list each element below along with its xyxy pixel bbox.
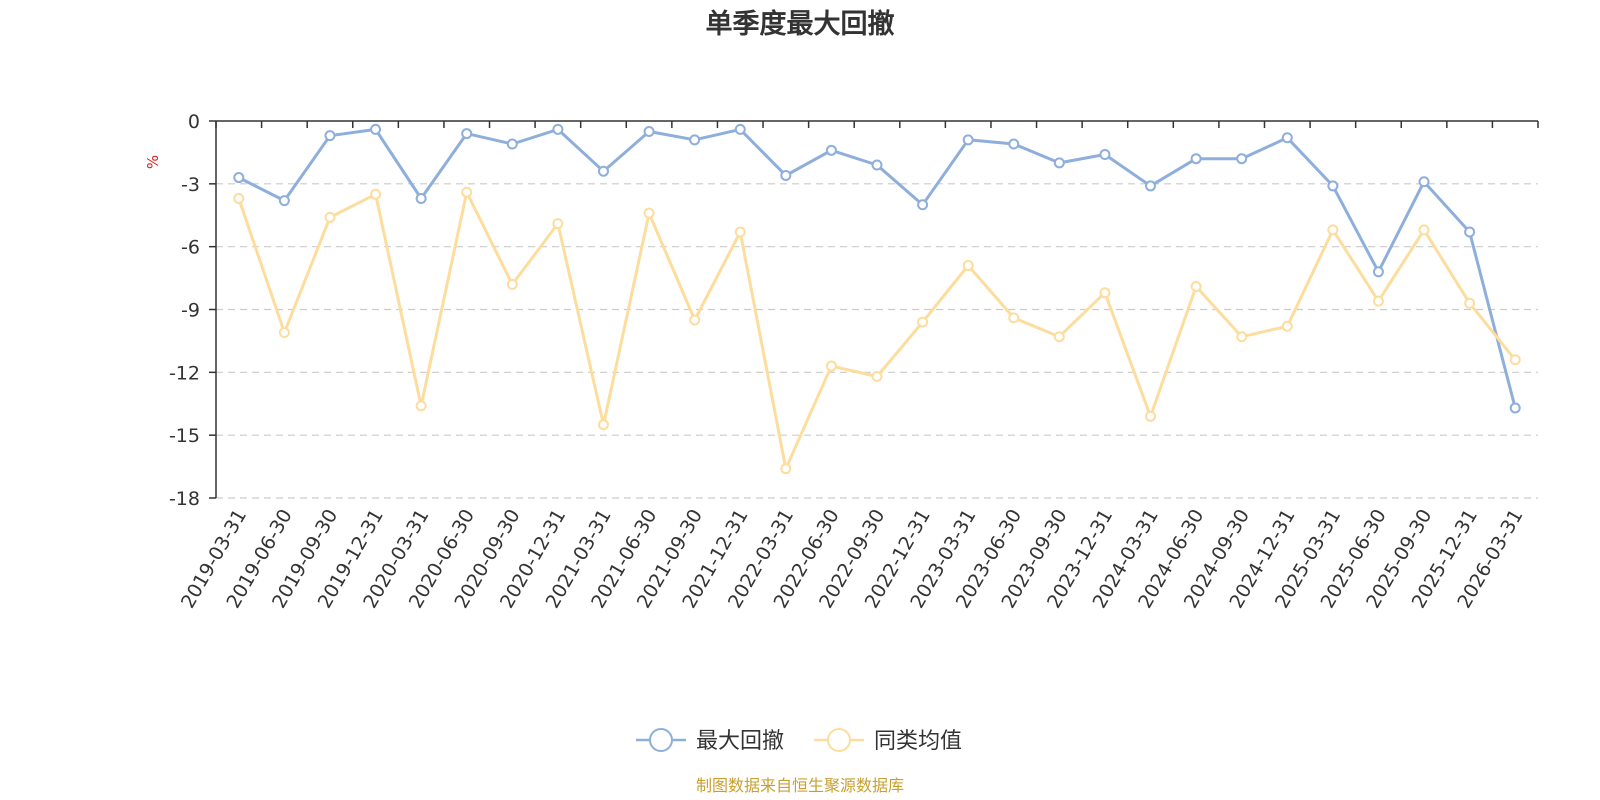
data-point-1-2[interactable] [324, 211, 336, 223]
data-point-0-6[interactable] [506, 138, 518, 150]
data-point-1-23[interactable] [1281, 320, 1293, 332]
series-line-1 [237, 190, 1517, 471]
legend-item-1[interactable]: 同类均值 [814, 728, 962, 754]
axes [209, 120, 1539, 499]
data-point-0-17[interactable] [1008, 138, 1020, 150]
data-point-1-8[interactable] [597, 419, 609, 431]
data-point-1-4[interactable] [415, 400, 427, 412]
data-point-0-25[interactable] [1372, 266, 1384, 278]
data-point-0-23[interactable] [1281, 132, 1293, 144]
data-point-0-28[interactable] [1509, 402, 1521, 414]
data-point-0-24[interactable] [1327, 180, 1339, 192]
data-point-0-15[interactable] [917, 199, 929, 211]
data-point-1-18[interactable] [1053, 331, 1065, 343]
data-point-0-14[interactable] [871, 159, 883, 171]
data-point-1-27[interactable] [1464, 297, 1476, 309]
data-point-0-7[interactable] [552, 123, 564, 135]
series-0 [233, 123, 1521, 414]
data-point-0-9[interactable] [643, 125, 655, 137]
data-point-1-20[interactable] [1145, 410, 1157, 422]
data-point-0-3[interactable] [370, 123, 382, 135]
data-point-1-15[interactable] [917, 316, 929, 328]
x-tick-labels: 2019-03-312019-06-302019-09-302019-12-31… [177, 506, 1528, 613]
legend-label-1: 同类均值 [874, 729, 962, 754]
series-1 [233, 186, 1521, 475]
data-point-0-1[interactable] [278, 195, 290, 207]
data-point-0-12[interactable] [780, 169, 792, 181]
data-point-1-16[interactable] [962, 260, 974, 272]
data-point-1-22[interactable] [1236, 331, 1248, 343]
data-point-1-14[interactable] [871, 371, 883, 383]
legend-item-0[interactable]: 最大回撤 [636, 728, 784, 754]
data-point-1-24[interactable] [1327, 224, 1339, 236]
data-point-1-13[interactable] [825, 360, 837, 372]
data-point-0-5[interactable] [461, 128, 473, 140]
data-point-0-2[interactable] [324, 130, 336, 142]
y-tick-label-5: -15 [169, 425, 200, 447]
data-point-0-10[interactable] [689, 134, 701, 146]
data-point-0-19[interactable] [1099, 149, 1111, 161]
data-point-0-8[interactable] [597, 165, 609, 177]
data-point-0-26[interactable] [1418, 176, 1430, 188]
data-point-1-17[interactable] [1008, 312, 1020, 324]
data-point-0-27[interactable] [1464, 226, 1476, 238]
data-point-0-18[interactable] [1053, 157, 1065, 169]
data-point-1-9[interactable] [643, 207, 655, 219]
data-point-0-20[interactable] [1145, 180, 1157, 192]
data-point-1-0[interactable] [233, 192, 245, 204]
data-point-0-4[interactable] [415, 192, 427, 204]
y-tick-label-1: -3 [181, 174, 200, 196]
y-tick-label-0: 0 [188, 111, 200, 133]
data-point-1-25[interactable] [1372, 295, 1384, 307]
grid-lines [216, 183, 1538, 499]
data-point-1-28[interactable] [1509, 354, 1521, 366]
y-tick-label-4: -12 [169, 362, 200, 384]
data-point-1-26[interactable] [1418, 224, 1430, 236]
data-point-0-13[interactable] [825, 144, 837, 156]
legend-label-0: 最大回撤 [696, 729, 784, 754]
data-point-1-5[interactable] [461, 186, 473, 198]
chart-title: 单季度最大回撤 [706, 8, 895, 40]
data-point-1-21[interactable] [1190, 280, 1202, 292]
data-point-0-22[interactable] [1236, 153, 1248, 165]
legend-marker-1 [827, 728, 851, 752]
data-point-1-11[interactable] [734, 226, 746, 238]
y-tick-labels: 0 -3 -6 -9 -12 -15 -18 [169, 111, 200, 510]
data-point-0-11[interactable] [734, 123, 746, 135]
data-point-0-21[interactable] [1190, 153, 1202, 165]
y-tick-label-3: -9 [181, 300, 200, 322]
data-point-1-12[interactable] [780, 463, 792, 475]
data-source-note: 制图数据来自恒生聚源数据库 [696, 776, 904, 795]
y-axis-unit: % [144, 155, 162, 169]
data-point-1-3[interactable] [370, 188, 382, 200]
legend[interactable]: 最大回撤 同类均值 [636, 728, 962, 754]
data-point-0-16[interactable] [962, 134, 974, 146]
data-point-1-6[interactable] [506, 278, 518, 290]
data-point-0-0[interactable] [233, 172, 245, 184]
data-point-1-19[interactable] [1099, 287, 1111, 299]
y-tick-label-2: -6 [181, 237, 200, 259]
data-point-1-10[interactable] [689, 314, 701, 326]
legend-marker-0 [649, 728, 673, 752]
data-point-1-1[interactable] [278, 327, 290, 339]
series-lines [233, 123, 1521, 475]
data-point-1-7[interactable] [552, 218, 564, 230]
y-tick-label-6: -18 [169, 488, 200, 510]
